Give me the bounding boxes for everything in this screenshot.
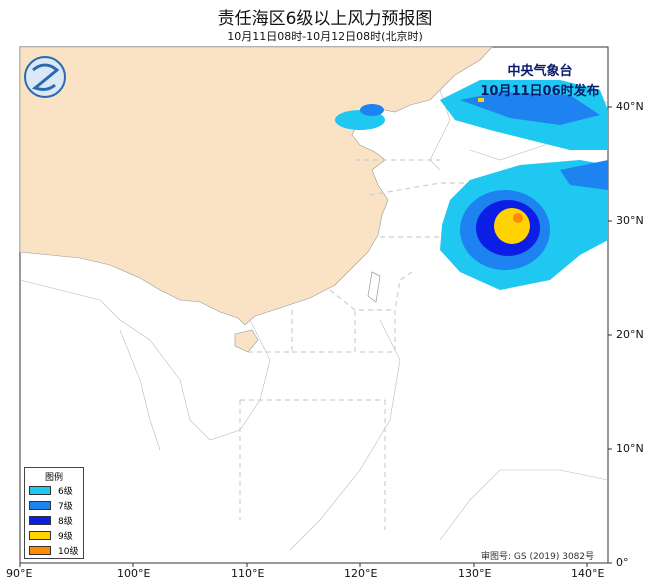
legend-swatch <box>29 516 51 525</box>
wind-9-patch <box>478 98 484 102</box>
typhoon-wind-area <box>440 160 608 290</box>
legend-swatch <box>29 501 51 510</box>
issuer-name: 中央气象台 <box>507 64 573 79</box>
legend-item: 7级 <box>25 498 83 513</box>
y-tick: 0° <box>616 556 629 569</box>
wind-7-yellow-sea <box>460 92 600 125</box>
y-tick: 10°N <box>616 442 644 455</box>
x-tick: 110°E <box>231 567 265 580</box>
land-hainan <box>234 329 259 353</box>
legend-title: 图例 <box>44 473 63 483</box>
legend-label: 7级 <box>58 502 73 512</box>
legend-item: 8级 <box>25 513 83 528</box>
wind-area-north <box>335 80 608 150</box>
legend-item: 9级 <box>25 528 83 543</box>
legend-swatch <box>29 546 51 555</box>
x-tick: 100°E <box>117 567 151 580</box>
axis-ticks <box>19 106 612 567</box>
cma-logo <box>24 56 66 98</box>
approval-number: 审图号: GS (2019) 3082号 <box>481 552 595 562</box>
legend-swatch <box>29 531 51 540</box>
issue-time: 10月11日06时发布 <box>480 84 600 99</box>
legend-label: 9级 <box>58 532 73 542</box>
x-tick: 140°E <box>571 567 605 580</box>
legend-item: 6级 <box>25 483 83 498</box>
wind-9-typhoon <box>494 208 530 244</box>
legend-item: 10级 <box>25 543 83 558</box>
land-china <box>19 46 493 326</box>
x-tick: 90°E <box>6 567 33 580</box>
y-tick: 40°N <box>616 100 644 113</box>
legend: 图例 6级 7级 8级 9级 10级 <box>24 467 84 559</box>
wind-7-bohai <box>360 104 384 116</box>
x-tick: 120°E <box>344 567 378 580</box>
legend-swatch <box>29 486 51 495</box>
issuer-label: 中央气象台 10月11日06时发布 <box>470 62 610 102</box>
map-subtitle: 10月11日08时-10月12日08时(北京时) <box>227 30 423 43</box>
wind-10-typhoon <box>513 213 523 223</box>
map-title: 责任海区6级以上风力预报图 <box>217 9 433 29</box>
legend-label: 6级 <box>58 487 73 497</box>
legend-label: 8级 <box>58 517 73 527</box>
land-taiwan <box>367 271 381 303</box>
x-tick: 130°E <box>458 567 492 580</box>
legend-label: 10级 <box>58 547 79 557</box>
y-tick: 30°N <box>616 214 644 227</box>
y-tick: 20°N <box>616 328 644 341</box>
